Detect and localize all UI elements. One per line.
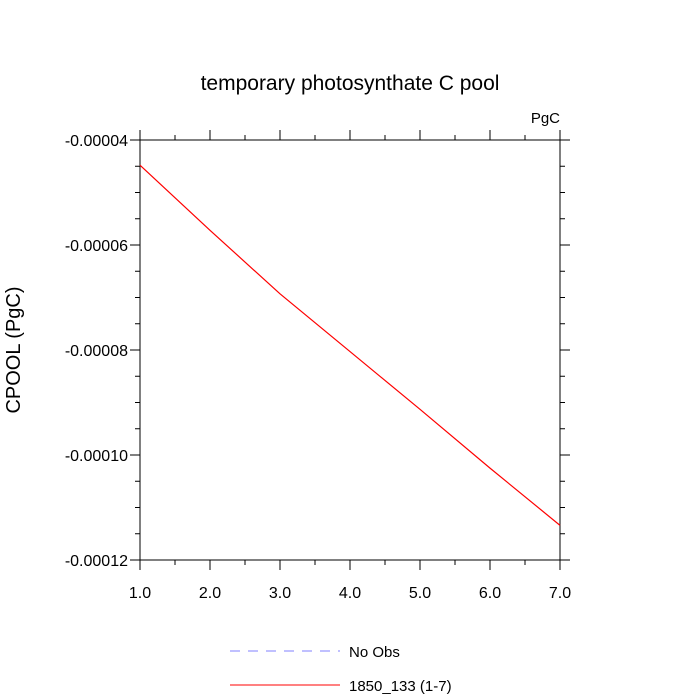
y-axis-label: CPOOL (PgC) bbox=[3, 286, 25, 413]
plot-frame bbox=[139, 139, 561, 561]
y-tick-label: -0.00008 bbox=[65, 343, 128, 360]
x-tick-label: 7.0 bbox=[549, 585, 571, 602]
y-tick-label: -0.00010 bbox=[65, 448, 128, 465]
y-tick-label: -0.00006 bbox=[65, 238, 128, 255]
y-tick-label: -0.00012 bbox=[65, 553, 128, 570]
legend: No Obs 1850_133 (1-7) bbox=[230, 644, 452, 695]
y-axis: -0.00004 -0.00006 -0.00008 -0.00010 -0.00012 bbox=[65, 133, 570, 570]
plot-area bbox=[139, 164, 561, 526]
x-tick-label: 3.0 bbox=[269, 585, 291, 602]
x-tick-label: 5.0 bbox=[409, 585, 431, 602]
chart-title: temporary photosynthate C pool bbox=[201, 72, 500, 95]
x-tick-label: 1.0 bbox=[129, 585, 151, 602]
x-tick-label: 4.0 bbox=[339, 585, 361, 602]
y-tick-label: -0.00004 bbox=[65, 133, 128, 150]
series-line-1 bbox=[139, 164, 561, 526]
x-tick-label: 6.0 bbox=[479, 585, 501, 602]
x-axis: 1.0 2.0 3.0 4.0 5.0 6.0 7.0 bbox=[129, 130, 571, 602]
legend-label-no-obs: No Obs bbox=[349, 644, 400, 661]
units-label: PgC bbox=[531, 110, 560, 127]
x-tick-label: 2.0 bbox=[199, 585, 221, 602]
legend-label-1850-133: 1850_133 (1-7) bbox=[349, 678, 452, 695]
